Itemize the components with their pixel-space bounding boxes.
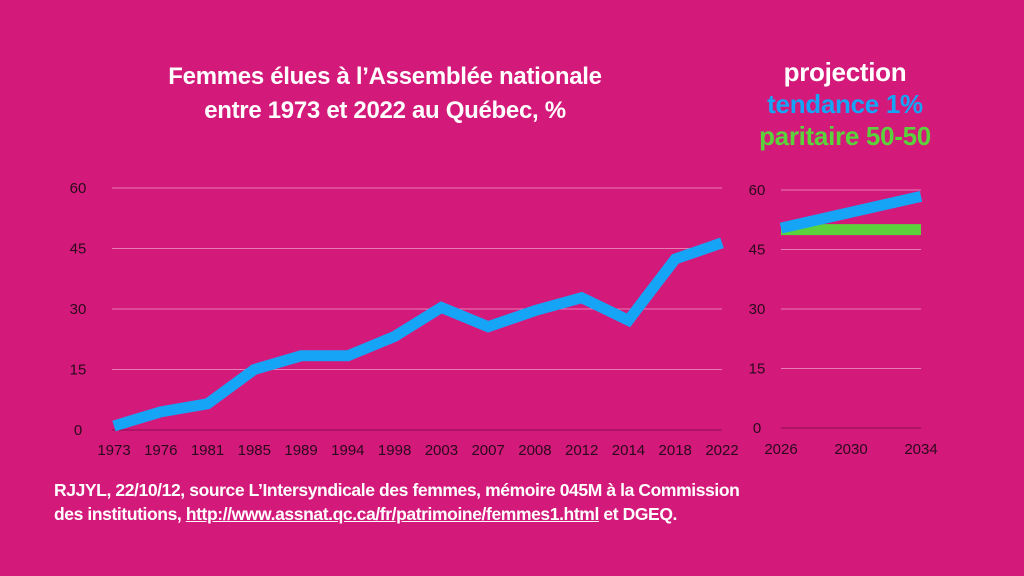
chart-title: Femmes élues à l’Assemblée nationale ent… [90,60,680,128]
x-tick-label: 2018 [659,442,692,459]
source-note: RJJYL, 22/10/12, source L’Intersyndicale… [54,478,740,526]
y-tick-label: 60 [70,180,87,197]
legend-item-paritaire: paritaire 50-50 [759,121,931,151]
x-tick-label: 2007 [471,442,504,459]
x-tick-label: 1998 [378,442,411,459]
projection-legend: projection tendance 1% paritaire 50-50 [720,56,970,152]
y-tick-label: 45 [70,241,87,258]
y-tick-label: 60 [749,182,766,199]
x-tick-label: 1989 [284,442,317,459]
y-tick-label: 15 [749,361,766,378]
y-tick-label: 15 [70,362,87,379]
y-tick-label: 0 [753,420,761,437]
x-tick-label: 2022 [705,442,738,459]
x-tick-label: 1976 [144,442,177,459]
x-tick-label: 1985 [238,442,271,459]
x-tick-label: 2008 [518,442,551,459]
x-tick-label: 2014 [612,442,645,459]
y-tick-label: 30 [70,301,87,318]
series-line-tendance [779,190,923,234]
x-tick-label: 2030 [834,441,867,458]
source-line-1: RJJYL, 22/10/12, source L’Intersyndicale… [54,480,740,500]
series-line [112,237,724,432]
x-tick-label: 2012 [565,442,598,459]
y-tick-label: 30 [749,301,766,318]
y-tick-label: 0 [74,422,82,439]
source-prefix: des institutions, [54,504,186,524]
legend-item-tendance: tendance 1% [767,89,923,119]
x-tick-label: 2003 [425,442,458,459]
y-tick-label: 45 [749,242,766,259]
legend-heading: projection [783,57,907,87]
x-tick-label: 1981 [191,442,224,459]
source-line-2: des institutions, http://www.assnat.qc.c… [54,502,739,526]
x-tick-label: 1994 [331,442,364,459]
x-tick-label: 1973 [97,442,130,459]
title-line-2: entre 1973 et 2022 au Québec, % [204,97,566,124]
source-link[interactable]: http://www.assnat.qc.ca/fr/patrimoine/fe… [185,504,599,524]
title-line-1: Femmes élues à l’Assemblée nationale [168,63,602,90]
x-tick-label: 2026 [764,441,797,458]
x-tick-label: 2034 [904,441,937,458]
source-suffix: et DGEQ. [598,504,677,524]
